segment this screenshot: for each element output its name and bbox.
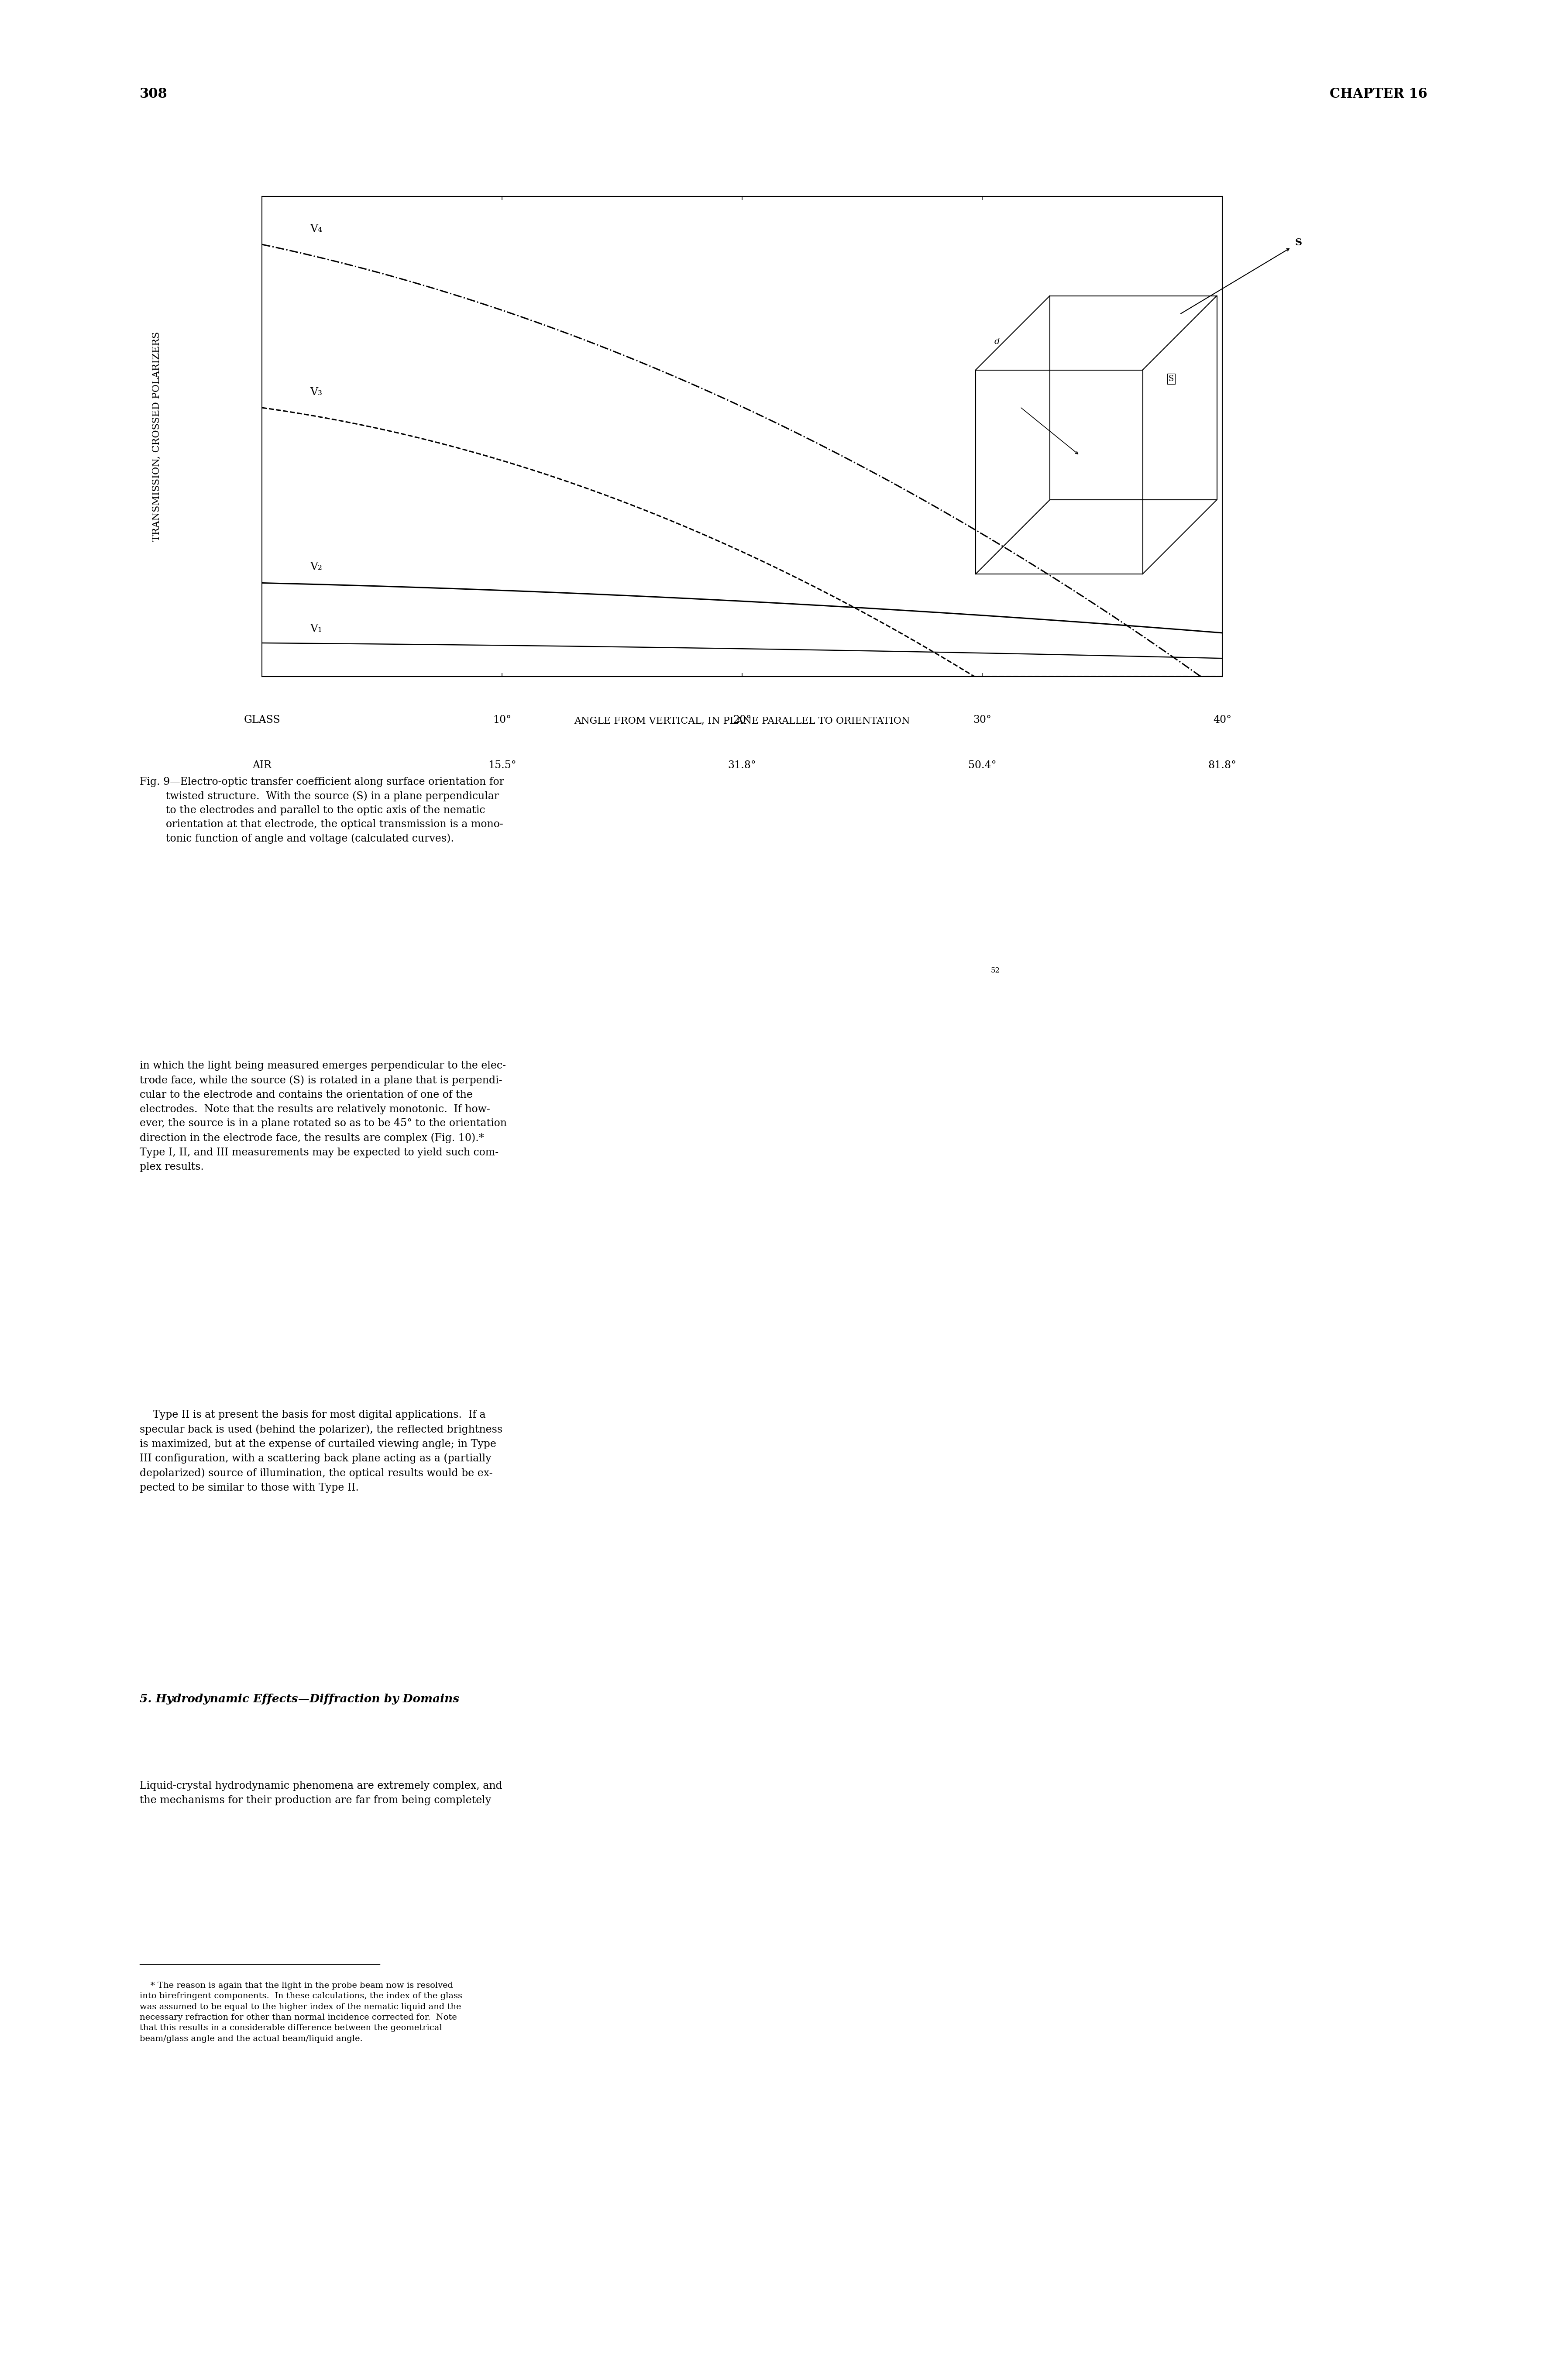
Text: CHAPTER 16: CHAPTER 16 bbox=[1330, 87, 1427, 102]
Text: 20°: 20° bbox=[732, 715, 751, 725]
Text: * The reason is again that the light in the probe beam now is resolved
into bire: * The reason is again that the light in … bbox=[140, 1981, 463, 2042]
Text: GLASS: GLASS bbox=[243, 715, 281, 725]
Text: 50.4°: 50.4° bbox=[967, 760, 996, 770]
Text: 30°: 30° bbox=[974, 715, 991, 725]
Text: 81.8°: 81.8° bbox=[1207, 760, 1237, 770]
Text: Type II is at present the basis for most digital applications.  If a
specular ba: Type II is at present the basis for most… bbox=[140, 1410, 502, 1492]
Text: ANGLE FROM VERTICAL, IN PLANE PARALLEL TO ORIENTATION: ANGLE FROM VERTICAL, IN PLANE PARALLEL T… bbox=[574, 715, 909, 725]
Text: Liquid-crystal hydrodynamic phenomena are extremely complex, and
the mechanisms : Liquid-crystal hydrodynamic phenomena ar… bbox=[140, 1780, 502, 1806]
Text: V₃: V₃ bbox=[310, 387, 321, 397]
Text: 31.8°: 31.8° bbox=[728, 760, 756, 770]
Text: V₂: V₂ bbox=[310, 562, 321, 571]
Text: S: S bbox=[1295, 238, 1301, 248]
Text: 40°: 40° bbox=[1214, 715, 1231, 725]
Text: 52: 52 bbox=[991, 968, 1000, 975]
Text: AIR: AIR bbox=[252, 760, 271, 770]
Text: S: S bbox=[1168, 375, 1174, 382]
Text: TRANSMISSION, CROSSED POLARIZERS: TRANSMISSION, CROSSED POLARIZERS bbox=[152, 331, 162, 541]
Text: V₁: V₁ bbox=[310, 623, 321, 633]
Text: 15.5°: 15.5° bbox=[488, 760, 516, 770]
Text: 5. Hydrodynamic Effects—Diffraction by Domains: 5. Hydrodynamic Effects—Diffraction by D… bbox=[140, 1693, 459, 1705]
Text: 10°: 10° bbox=[492, 715, 511, 725]
Text: Fig. 9—Electro-optic transfer coefficient along surface orientation for
        : Fig. 9—Electro-optic transfer coefficien… bbox=[140, 777, 505, 843]
Text: 308: 308 bbox=[140, 87, 168, 102]
Text: V₄: V₄ bbox=[310, 224, 321, 234]
Text: d: d bbox=[994, 338, 1000, 345]
Text: in which the light being measured emerges perpendicular to the elec-
trode face,: in which the light being measured emerge… bbox=[140, 1060, 506, 1171]
